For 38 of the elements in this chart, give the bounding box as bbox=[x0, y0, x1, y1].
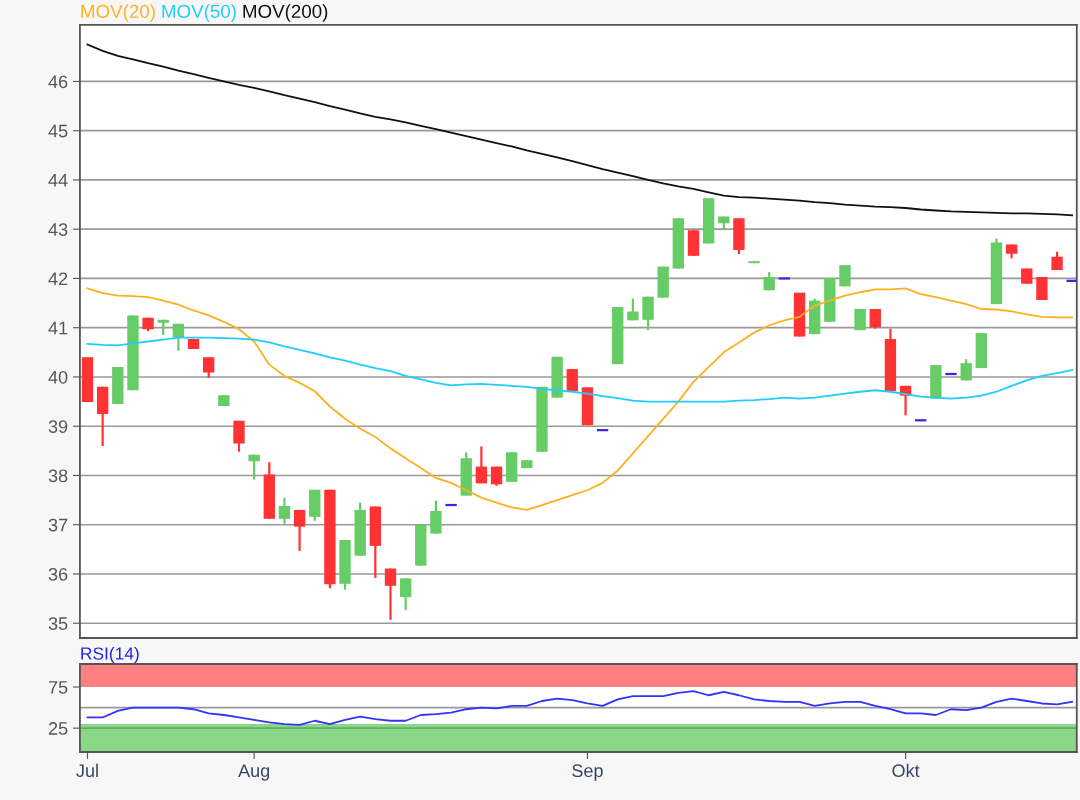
y-tick-label: 45 bbox=[48, 124, 68, 138]
y-tick-label: 46 bbox=[48, 75, 68, 89]
y-tick-label: 41 bbox=[48, 321, 68, 335]
y-tick-label: 43 bbox=[48, 223, 68, 236]
candlestick bbox=[399, 577, 412, 612]
candlestick bbox=[944, 372, 958, 376]
x-tick-label: Okt bbox=[892, 763, 920, 778]
candlestick bbox=[233, 419, 245, 453]
y-tick-label: 37 bbox=[48, 518, 68, 532]
x-tick-label: Sep bbox=[572, 764, 603, 781]
candlestick bbox=[248, 453, 260, 481]
line-series bbox=[86, 287, 1074, 511]
candlestick bbox=[642, 295, 654, 332]
y-tick-label: 35 bbox=[48, 617, 68, 630]
y-tick-label: 39 bbox=[48, 420, 68, 433]
candlestick bbox=[430, 499, 442, 535]
text: MOV(50) bbox=[162, 4, 236, 22]
y-tick-label: 44 bbox=[48, 174, 68, 187]
y-tick-label: 75 bbox=[48, 681, 68, 694]
candlestick bbox=[278, 496, 291, 525]
line-series bbox=[86, 43, 1074, 217]
line-series bbox=[86, 690, 1074, 726]
y-tick-label: 40 bbox=[48, 370, 68, 384]
candlestick bbox=[172, 322, 185, 352]
text: MOV(20) bbox=[81, 4, 155, 22]
y-tick-label: 25 bbox=[48, 722, 68, 735]
x-tick-label: Jul bbox=[76, 763, 98, 778]
x-tick-label: Aug bbox=[238, 764, 270, 781]
text: MOV(200) bbox=[243, 4, 328, 22]
y-tick-label: 38 bbox=[48, 469, 68, 483]
candlestick bbox=[203, 356, 215, 380]
candlestick bbox=[475, 445, 488, 485]
y-tick-label: 36 bbox=[48, 567, 68, 581]
candlestick bbox=[293, 508, 306, 552]
candlestick bbox=[444, 503, 458, 507]
candlestick bbox=[384, 567, 397, 621]
y-tick-label: 42 bbox=[48, 272, 68, 285]
chart-title: RSI(14) bbox=[81, 646, 139, 664]
